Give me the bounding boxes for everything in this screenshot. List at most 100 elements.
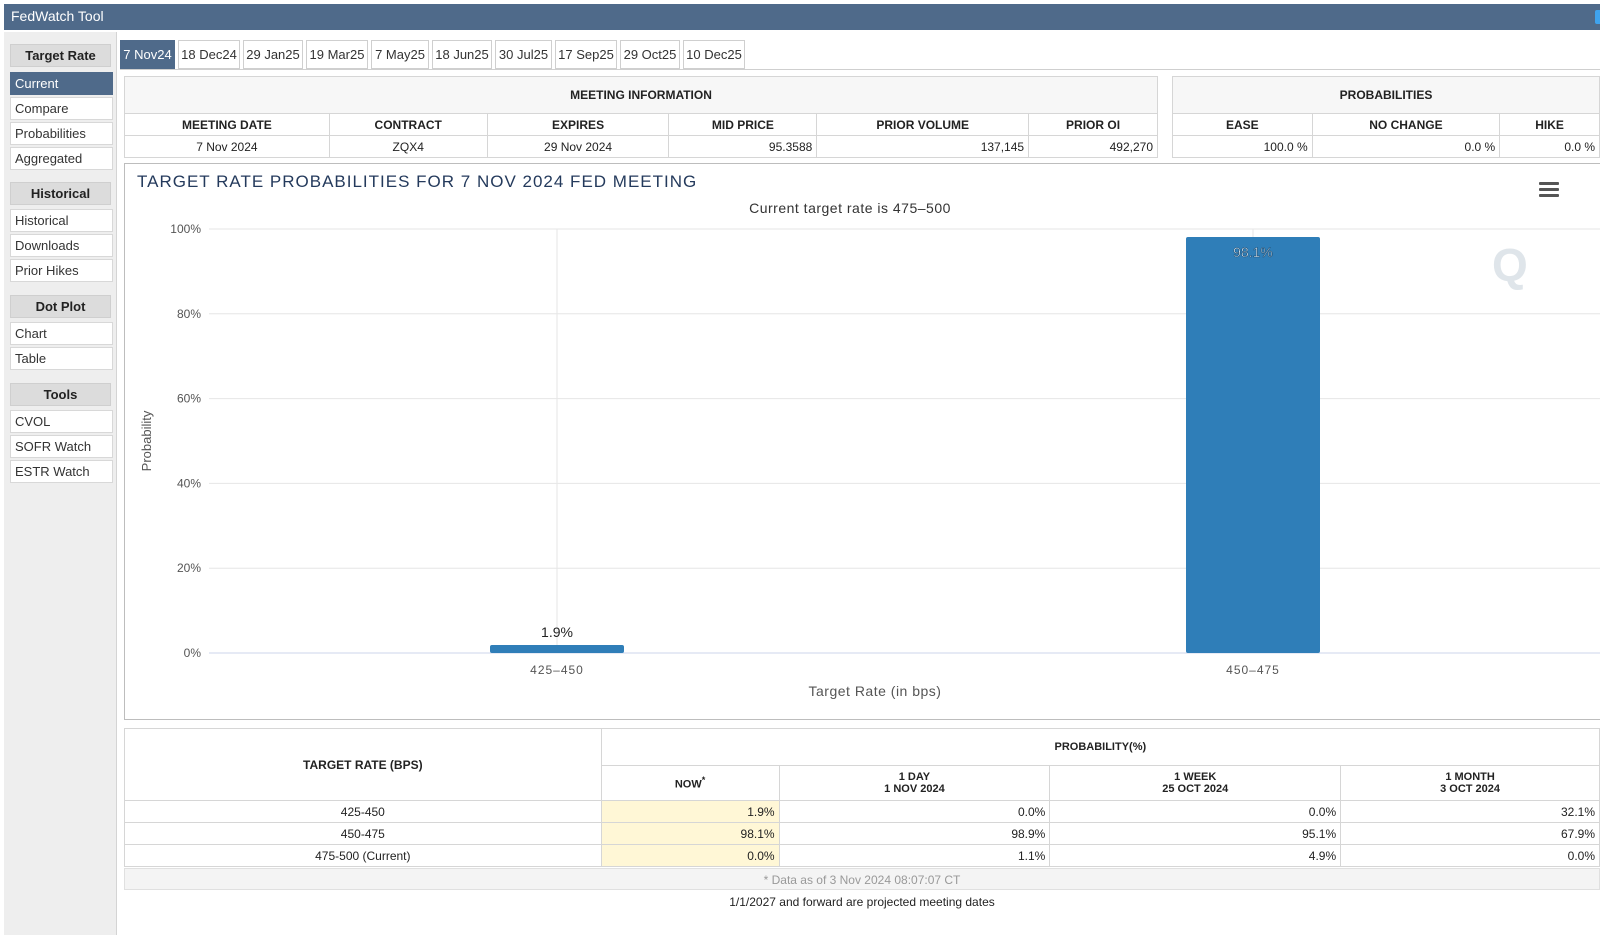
one-month-cell: 32.1% bbox=[1340, 800, 1600, 823]
sidebar-header-target-rate: Target Rate bbox=[10, 44, 111, 67]
x-tick-label: 450–475 bbox=[1226, 663, 1280, 677]
rate-cell: 450-475 bbox=[124, 822, 602, 845]
sidebar-item-prior-hikes[interactable]: Prior Hikes bbox=[10, 259, 113, 282]
tab-meeting[interactable]: 30 Jul25 bbox=[495, 40, 552, 69]
tab-meeting[interactable]: 7 Nov24 bbox=[120, 40, 175, 69]
one-month-cell: 67.9% bbox=[1340, 822, 1600, 845]
column-header: MID PRICE bbox=[668, 113, 818, 136]
rate-cell: 425-450 bbox=[124, 800, 602, 823]
meeting-date-cell: 7 Nov 2024 bbox=[124, 135, 330, 158]
one-week-cell: 95.1% bbox=[1049, 822, 1342, 845]
hike-cell: 0.0 % bbox=[1499, 135, 1600, 158]
column-header: NO CHANGE bbox=[1311, 113, 1501, 136]
one-week-cell: 0.0% bbox=[1049, 800, 1342, 823]
one-day-cell: 98.9% bbox=[778, 822, 1051, 845]
now-cell: 98.1% bbox=[600, 822, 780, 845]
now-cell: 1.9% bbox=[600, 800, 780, 823]
y-tick-label: 100% bbox=[170, 222, 201, 236]
probability-bar-chart: 0% 20% 40% 60% 80% 100% 1.9% 425–450 98.1% 450–47… bbox=[139, 222, 1600, 699]
sidebar-item-sofr-watch[interactable]: SOFR Watch bbox=[10, 435, 113, 458]
now-cell: 0.0% bbox=[600, 844, 780, 867]
table-row: 425-450 1.9% 0.0% 0.0% 32.1% bbox=[124, 800, 1600, 823]
app-title-bar: FedWatch Tool bbox=[4, 4, 1600, 30]
hamburger-menu-icon[interactable] bbox=[1539, 182, 1559, 198]
y-tick-label: 0% bbox=[184, 646, 202, 660]
tab-divider bbox=[120, 69, 1600, 70]
data-label: 98.1% bbox=[1233, 244, 1273, 260]
sidebar-header-tools: Tools bbox=[10, 383, 111, 406]
one-week-cell: 4.9% bbox=[1049, 844, 1342, 867]
one-day-cell: 1.1% bbox=[778, 844, 1051, 867]
chart-subtitle: Current target rate is 475–500 bbox=[749, 200, 951, 216]
sidebar-item-aggregated[interactable]: Aggregated bbox=[10, 147, 113, 170]
ease-cell: 100.0 % bbox=[1172, 135, 1313, 158]
sidebar-item-probabilities[interactable]: Probabilities bbox=[10, 122, 113, 145]
sidebar-item-compare[interactable]: Compare bbox=[10, 97, 113, 120]
probabilities-table: PROBABILITIES EASE NO CHANGE HIKE 100.0 … bbox=[1172, 76, 1600, 158]
mid-price-cell: 95.3588 bbox=[668, 135, 818, 158]
chart-panel: TARGET RATE PROBABILITIES FOR 7 NOV 2024… bbox=[124, 163, 1600, 720]
column-header: PRIOR VOLUME bbox=[816, 113, 1030, 136]
sidebar-item-downloads[interactable]: Downloads bbox=[10, 234, 113, 257]
sidebar-item-cvol[interactable]: CVOL bbox=[10, 410, 113, 433]
column-header: CONTRACT bbox=[328, 113, 488, 136]
prior-volume-cell: 137,145 bbox=[816, 135, 1030, 158]
column-header: HIKE bbox=[1499, 113, 1600, 136]
sidebar-item-current[interactable]: Current bbox=[10, 72, 113, 95]
expires-cell: 29 Nov 2024 bbox=[486, 135, 670, 158]
tab-meeting[interactable]: 10 Dec25 bbox=[683, 40, 745, 69]
sidebar-header-dot-plot: Dot Plot bbox=[10, 295, 111, 318]
y-tick-label: 20% bbox=[177, 561, 201, 575]
column-header: EXPIRES bbox=[486, 113, 670, 136]
prior-oi-cell: 492,270 bbox=[1028, 135, 1158, 158]
y-tick-label: 80% bbox=[177, 307, 201, 321]
twitter-icon[interactable] bbox=[1595, 10, 1600, 24]
meeting-info-table: MEETING INFORMATION MEETING DATE CONTRAC… bbox=[124, 76, 1158, 158]
tab-meeting[interactable]: 29 Oct25 bbox=[620, 40, 680, 69]
sidebar-header-historical: Historical bbox=[10, 182, 111, 205]
column-header-1-week: 1 WEEK 25 OCT 2024 bbox=[1049, 765, 1342, 801]
data-label: 1.9% bbox=[541, 624, 573, 640]
bar bbox=[1186, 237, 1320, 653]
tab-meeting[interactable]: 29 Jan25 bbox=[243, 40, 303, 69]
table-row: 100.0 % 0.0 % 0.0 % bbox=[1172, 135, 1600, 158]
probability-group-header: PROBABILITY(%) bbox=[600, 728, 1600, 766]
column-header: EASE bbox=[1172, 113, 1313, 136]
sidebar-item-estr-watch[interactable]: ESTR Watch bbox=[10, 460, 113, 483]
projected-dates-note: 1/1/2027 and forward are projected meeti… bbox=[729, 895, 995, 909]
column-header: PRIOR OI bbox=[1028, 113, 1158, 136]
tab-meeting[interactable]: 19 Mar25 bbox=[306, 40, 368, 69]
target-rate-header: TARGET RATE (BPS) bbox=[124, 728, 602, 801]
y-axis-title: Probability bbox=[139, 410, 154, 471]
sidebar-item-historical[interactable]: Historical bbox=[10, 209, 113, 232]
bar bbox=[490, 644, 624, 653]
probabilities-header: PROBABILITIES bbox=[1172, 76, 1600, 114]
y-tick-label: 40% bbox=[177, 476, 201, 490]
table-row: 475-500 (Current) 0.0% 1.1% 4.9% 0.0% bbox=[124, 844, 1600, 867]
meeting-info-header: MEETING INFORMATION bbox=[124, 76, 1158, 114]
x-axis-title: Target Rate (in bps) bbox=[809, 683, 942, 699]
x-tick-label: 425–450 bbox=[530, 663, 584, 677]
tab-meeting[interactable]: 17 Sep25 bbox=[555, 40, 617, 69]
sidebar: Target Rate Current Compare Probabilitie… bbox=[4, 32, 117, 935]
data-timestamp-footnote: * Data as of 3 Nov 2024 08:07:07 CT bbox=[124, 868, 1600, 890]
tab-meeting[interactable]: 7 May25 bbox=[371, 40, 429, 69]
one-month-cell: 0.0% bbox=[1340, 844, 1600, 867]
sidebar-item-chart[interactable]: Chart bbox=[10, 322, 113, 345]
column-header-now: NOW* bbox=[600, 765, 780, 801]
one-day-cell: 0.0% bbox=[778, 800, 1051, 823]
probability-history-table: TARGET RATE (BPS) PROBABILITY(%) NOW* 1 … bbox=[124, 728, 1600, 867]
tab-meeting[interactable]: 18 Dec24 bbox=[178, 40, 240, 69]
table-row: 7 Nov 2024 ZQX4 29 Nov 2024 95.3588 137,… bbox=[124, 135, 1158, 158]
tab-meeting[interactable]: 18 Jun25 bbox=[432, 40, 492, 69]
y-tick-label: 60% bbox=[177, 392, 201, 406]
column-header: MEETING DATE bbox=[124, 113, 330, 136]
chart-title: TARGET RATE PROBABILITIES FOR 7 NOV 2024… bbox=[137, 172, 698, 191]
table-row: 450-475 98.1% 98.9% 95.1% 67.9% bbox=[124, 822, 1600, 845]
no-change-cell: 0.0 % bbox=[1311, 135, 1501, 158]
app-title: FedWatch Tool bbox=[11, 8, 104, 24]
column-header-1-day: 1 DAY 1 NOV 2024 bbox=[778, 765, 1051, 801]
sidebar-item-table[interactable]: Table bbox=[10, 347, 113, 370]
column-header-1-month: 1 MONTH 3 OCT 2024 bbox=[1340, 765, 1600, 801]
watermark-logo: Q bbox=[1492, 239, 1528, 291]
